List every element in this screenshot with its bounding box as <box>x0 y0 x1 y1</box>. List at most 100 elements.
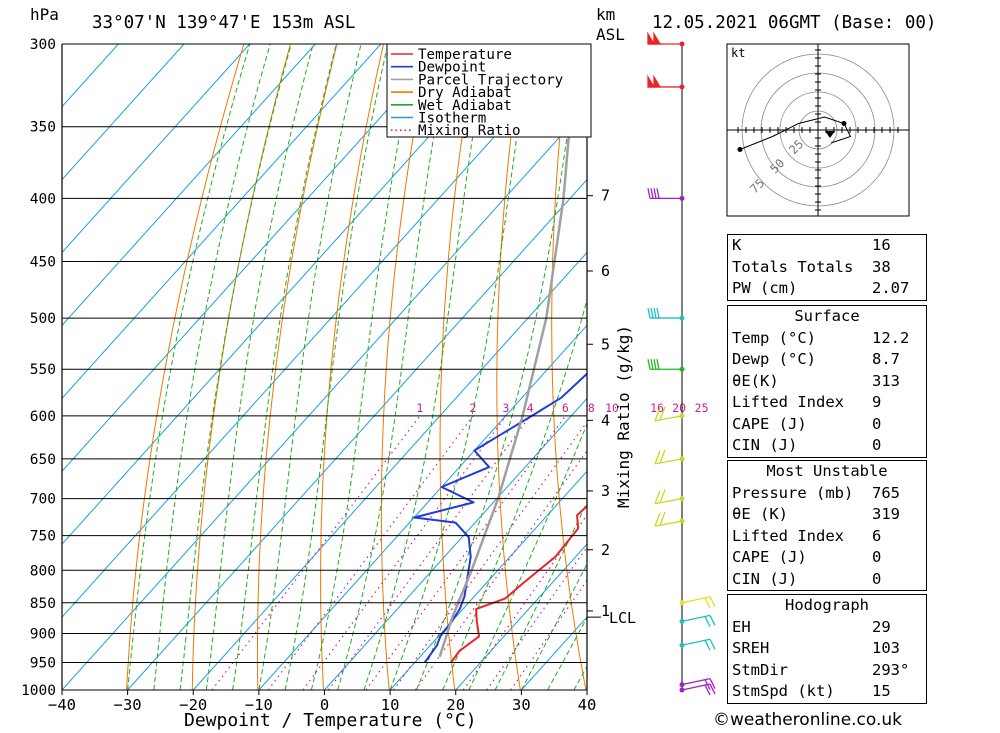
surface-index-value: 0 <box>872 436 882 454</box>
wind-barb-flag <box>647 307 651 319</box>
mixing-ratio-label: 3 <box>502 401 509 415</box>
dry-adiabat-line <box>656 44 717 690</box>
isotherm-line <box>192 251 587 690</box>
mixing-ratio-line <box>211 415 421 690</box>
wind-barb <box>654 449 683 465</box>
km-tick-label: 5 <box>601 335 610 353</box>
mixing-ratio-line <box>392 420 587 690</box>
surface-index-value: 0 <box>872 414 882 433</box>
most-unstable-index-label: CIN (J) <box>732 569 798 588</box>
surface-index-row: Dewp (°C) 8.7 <box>728 349 926 371</box>
wind-barb-flag <box>659 449 666 464</box>
hodograph-index-value: 293° <box>872 660 910 679</box>
hodograph-index-title: Hodograph <box>785 596 869 614</box>
general-index-value: 16 <box>872 236 891 254</box>
most-unstable-index-value: 0 <box>872 569 882 588</box>
x-tick-label: 10 <box>381 696 400 714</box>
wind-barb-flag <box>650 188 654 199</box>
surface-index-label: θE(K) <box>732 371 779 390</box>
mixing-ratio-line <box>510 579 587 690</box>
most-unstable-index-title: Most Unstable <box>766 462 888 480</box>
dry-adiabat-line <box>126 44 245 690</box>
wind-barb-flag <box>704 597 711 609</box>
wet-adiabat-line <box>494 501 587 690</box>
wind-barb-shaft <box>654 415 683 422</box>
pressure-tick-label: 750 <box>30 529 56 545</box>
x-tick-label: 40 <box>578 696 597 714</box>
mixing-ratio-label: 1 <box>416 401 423 415</box>
location-title: 33°07'N 139°47'E 153m ASL <box>92 13 355 33</box>
wind-barb-pennant <box>653 74 662 88</box>
hodograph-unit: kt <box>731 46 745 60</box>
indices-hodograph-table: Hodograph EH 29 SREH 103 StmDir 293° StmSpd (kt… <box>727 594 927 704</box>
hodograph-trace <box>739 116 852 150</box>
surface-index-value: 8.7 <box>872 350 900 368</box>
general-index-row: PW (cm) 2.07 <box>728 278 926 300</box>
isotherm-line <box>62 44 119 108</box>
hodograph-index-value: 29 <box>872 617 891 636</box>
pressure-tick-label: 400 <box>30 191 56 207</box>
surface-index-row: CIN (J) 0 <box>728 435 926 457</box>
wind-barb-flag <box>656 359 660 370</box>
wind-barb-flag <box>653 188 657 199</box>
wet-adiabat-line <box>547 616 587 690</box>
mixing-ratio-line <box>365 415 566 690</box>
legend-label: Parcel Trajectory <box>418 72 563 88</box>
wind-barb <box>654 511 683 527</box>
km-tick-label: 3 <box>601 482 610 500</box>
wet-adiabat-line <box>284 44 389 690</box>
wind-barb-flag <box>653 307 657 319</box>
pressure-tick-label: 850 <box>30 596 56 612</box>
surface-index-value: 9 <box>872 393 882 411</box>
wet-adiabat-line <box>205 44 314 690</box>
wet-adiabat-line <box>363 44 489 690</box>
legend-label: Mixing Ratio <box>418 123 521 139</box>
mixing-ratio-axis-label: Mixing Ratio (g/kg) <box>614 325 633 508</box>
wind-barb-flag <box>650 359 654 370</box>
most-unstable-index-row: CAPE (J) 0 <box>728 547 926 569</box>
most-unstable-index-row: Pressure (mb) 765 <box>728 483 926 505</box>
isotherm-line <box>62 44 579 618</box>
legend-label: Wet Adiabat <box>418 98 512 114</box>
isotherm-line <box>324 397 587 690</box>
wind-barb-flag <box>654 512 661 527</box>
wind-barb <box>681 614 716 627</box>
isotherm-line <box>455 543 587 690</box>
general-index-row: K 16 <box>728 235 926 257</box>
wind-barb-flag <box>656 307 660 319</box>
wind-barb-shaft <box>654 520 683 527</box>
most-unstable-index-label: Lifted Index <box>732 526 844 545</box>
km-tick-label: 1 <box>601 602 610 620</box>
mixing-ratio-label: 4 <box>527 401 534 415</box>
isotherm-line <box>62 44 447 472</box>
hodograph-top-dot <box>841 121 847 126</box>
surface-index-label: CIN (J) <box>732 436 798 454</box>
isotherm-line <box>389 470 587 690</box>
wind-barb-flag <box>654 450 661 465</box>
dewpoint-profile <box>413 372 587 664</box>
wet-adiabat-line <box>520 562 587 690</box>
x-tick-label: −10 <box>245 696 273 714</box>
hodograph-index-row: EH 29 <box>728 617 926 639</box>
general-index-label: PW (cm) <box>732 279 798 297</box>
wet-adiabat-line <box>468 422 587 690</box>
general-index-value: 2.07 <box>872 279 910 297</box>
pressure-tick-label: 900 <box>30 626 56 642</box>
wind-barb <box>654 489 683 505</box>
wind-barb-flag <box>709 638 716 650</box>
isotherm-line <box>62 44 251 254</box>
pressure-tick-label: 1000 <box>21 683 56 699</box>
surface-index-value: 12.2 <box>872 328 910 347</box>
isotherm-line <box>62 44 316 327</box>
general-index-label: K <box>732 236 742 254</box>
legend-label: Dewpoint <box>418 60 486 76</box>
surface-index-row: CAPE (J) 0 <box>728 414 926 436</box>
mixing-ratio-label: 25 <box>695 401 709 415</box>
isotherm-line <box>62 44 185 181</box>
surface-index-value: 313 <box>872 371 900 390</box>
wind-barb <box>681 638 716 651</box>
hodograph-index-label: StmDir <box>732 660 788 679</box>
wind-barb <box>681 596 716 609</box>
mixing-ratio-label: 10 <box>605 401 619 415</box>
most-unstable-index-label: CAPE (J) <box>732 548 807 566</box>
